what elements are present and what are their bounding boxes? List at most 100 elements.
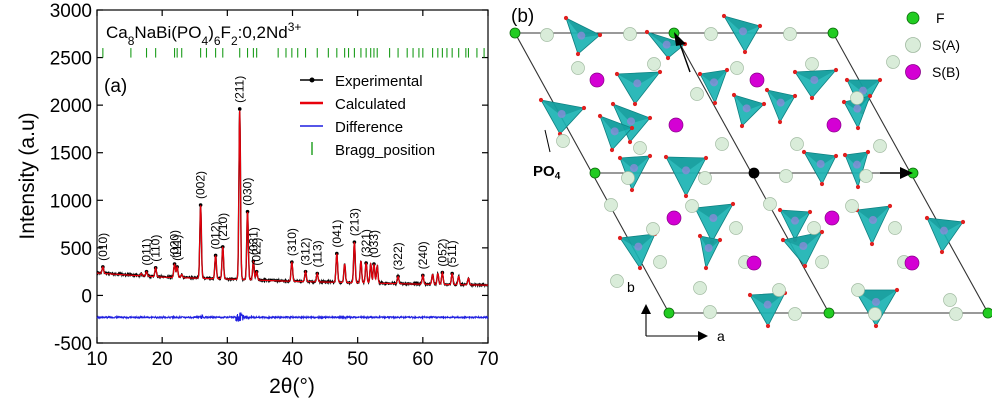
y-axis-label: Intensity (a.u)	[16, 112, 39, 239]
tetrahedron-face	[734, 95, 764, 111]
legend-label: Experimental	[335, 73, 423, 90]
phosphorus-atom	[742, 104, 751, 113]
x-tick-label: 50	[347, 349, 368, 370]
tetrahedron-face	[857, 206, 890, 222]
phosphorus-atom	[704, 244, 713, 252]
phosphorus-atom	[709, 214, 718, 222]
tetrahedron-face	[750, 293, 785, 307]
sb-atom	[746, 255, 762, 271]
sa-atom	[845, 199, 859, 213]
oxygen-atom	[614, 71, 620, 77]
sa-atom	[763, 197, 777, 211]
oxygen-atom	[807, 209, 813, 215]
tetrahedron-face	[620, 234, 655, 249]
oxygen-atom	[697, 233, 703, 239]
phosphorus-atom	[763, 300, 772, 309]
sa-atom	[610, 274, 624, 288]
tetrahedron-face	[927, 218, 963, 233]
oxygen-atom	[610, 101, 616, 107]
oxygen-atom	[647, 115, 653, 121]
sa-atom	[815, 255, 829, 269]
oxygen-atom	[575, 51, 581, 57]
hkl-label: (240)	[416, 241, 430, 269]
sa-atom	[653, 255, 667, 269]
phosphorus-atom	[776, 98, 785, 107]
oxygen-atom	[724, 67, 730, 73]
tetrahedron-face	[783, 232, 822, 248]
phosphorus-atom	[557, 110, 566, 118]
hkl-label: (011)	[140, 238, 154, 265]
sa-atom	[571, 61, 585, 75]
sa-atom	[704, 27, 718, 41]
sa-atom	[886, 55, 900, 69]
oxygen-atom	[887, 203, 893, 209]
hkl-label: (030)	[241, 178, 255, 206]
oxygen-atom	[703, 155, 709, 161]
experimental-point	[245, 209, 250, 214]
tetrahedron-face	[767, 90, 795, 105]
calculated-line	[97, 110, 489, 286]
sa-atom	[690, 87, 704, 101]
tetrahedron-face	[845, 152, 868, 167]
tetrahedron-face	[795, 70, 836, 82]
tetrahedron-face	[620, 156, 650, 170]
sa-atom	[772, 283, 786, 297]
oxygen-atom	[764, 87, 770, 93]
phosphorus-atom	[739, 27, 747, 36]
sb-atom	[824, 210, 840, 226]
hkl-label: (012)	[209, 221, 223, 249]
oxygen-atom	[780, 237, 786, 243]
tetrahedron-face	[855, 290, 897, 304]
oxygen-atom	[841, 99, 847, 105]
phosphorus-atom	[634, 242, 643, 251]
sa-atom	[790, 137, 804, 151]
difference-line	[96, 312, 489, 322]
hkl-label: (312)	[299, 238, 313, 266]
oxygen-atom	[842, 152, 848, 158]
sb-atom	[668, 117, 684, 133]
po4-callout: PO4	[533, 129, 561, 182]
oxygen-atom	[792, 93, 798, 99]
atom-legend: F S(A) S(B)	[905, 10, 960, 80]
tetrahedron-face	[700, 236, 720, 250]
oxygen-atom	[801, 149, 807, 155]
oxygen-atom	[637, 265, 643, 271]
phosphorus-atom	[662, 40, 671, 49]
tetrahedron-face	[647, 32, 685, 47]
legend-swatch-sb	[905, 64, 921, 80]
oxygen-atom	[802, 263, 808, 269]
oxygen-atom	[833, 153, 839, 159]
hkl-label: (113)	[310, 240, 324, 267]
oxygen-atom	[647, 153, 653, 159]
x-tick-label: 40	[282, 349, 303, 370]
oxygen-atom	[855, 125, 861, 131]
xrd-chart: -500 0 500 1000 1500 2000 2500 3000 10 20 30 40 50 6…	[16, 1, 499, 398]
phosphorus-atom	[710, 78, 718, 87]
oxygen-atom	[819, 229, 825, 235]
chart-title: Ca8NaBi(PO4)6F2:0,2Nd3+	[106, 20, 301, 48]
oxygen-atom	[597, 32, 603, 38]
oxygen-atom	[697, 71, 703, 77]
panel-label-b: (b)	[511, 6, 534, 27]
hkl-label: (010)	[96, 233, 110, 261]
oxygen-atom	[869, 241, 875, 247]
sa-atom	[729, 221, 743, 235]
tetrahedron-face	[600, 116, 632, 134]
oxygen-atom	[777, 207, 783, 213]
oxygen-atom	[819, 181, 825, 187]
phosphorus-atom	[816, 160, 825, 168]
sa-atom	[805, 57, 819, 71]
hkl-labels: (010) (011)(110) (020)(111) (002) (012)(210)…	[96, 76, 459, 271]
oxygen-atom	[844, 77, 850, 83]
sa-atom	[623, 27, 637, 41]
oxygen-atom	[617, 155, 623, 161]
sa-atom	[646, 222, 660, 236]
oxygen-atom	[761, 101, 767, 107]
oxygen-atom	[665, 55, 671, 61]
sa-atom	[851, 283, 865, 297]
hkl-label: (211)	[233, 76, 247, 103]
x-tick-label: 20	[152, 349, 173, 370]
phosphorus-atom	[627, 117, 635, 126]
sa-atom	[647, 57, 661, 71]
